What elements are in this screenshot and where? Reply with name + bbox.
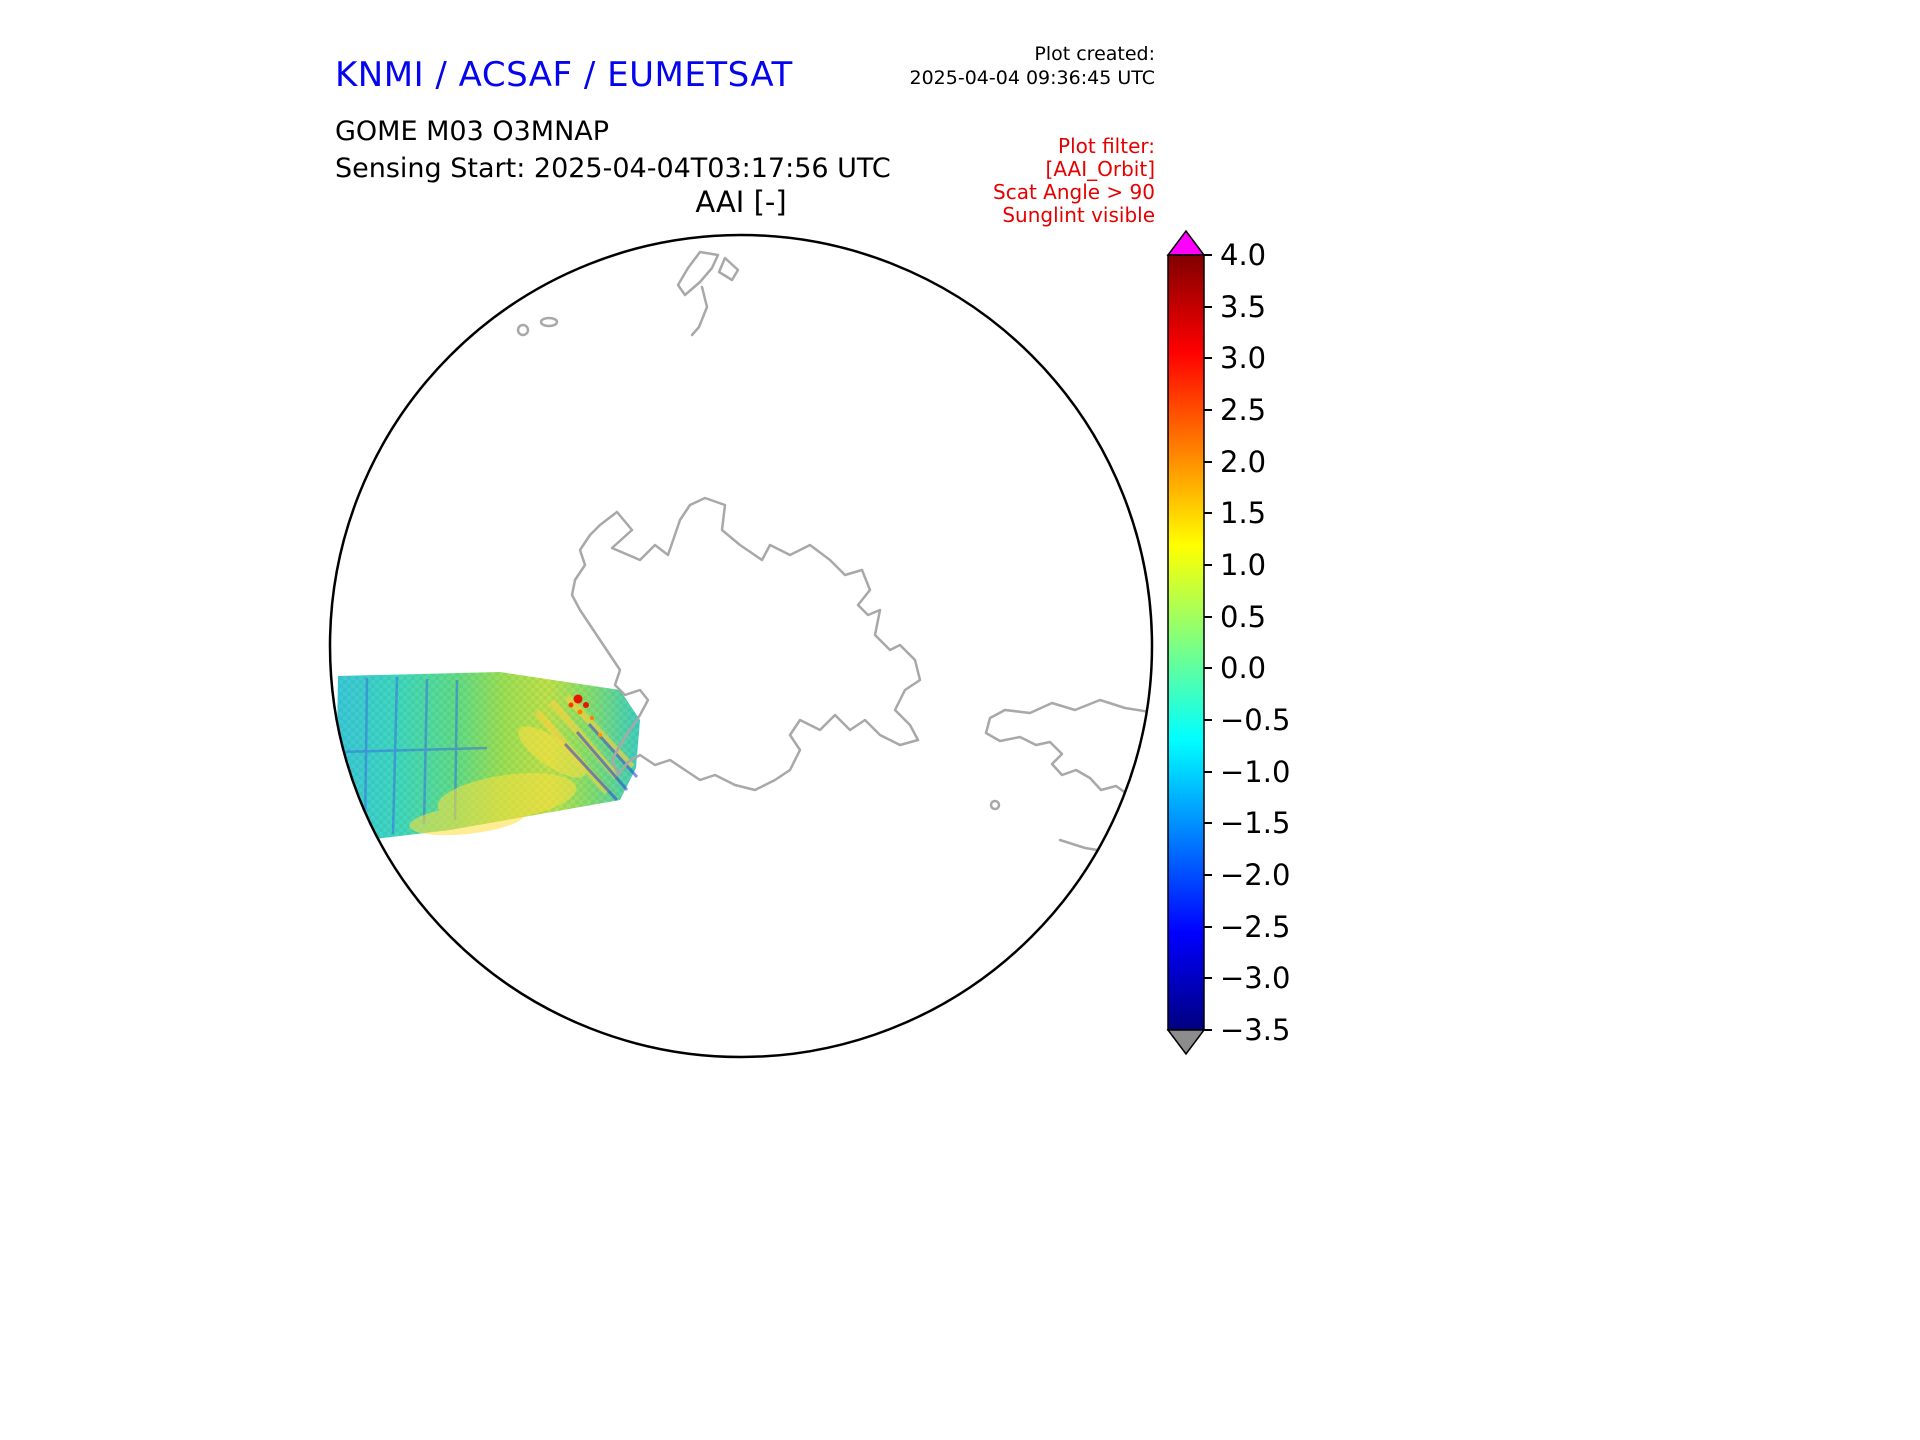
- colorbar-tick-label: −2.0: [1220, 858, 1291, 892]
- colorbar-tick-label: 4.0: [1220, 238, 1267, 272]
- colorbar-tick-label: 3.0: [1220, 341, 1267, 375]
- plot-created-label: Plot created:: [1034, 43, 1155, 65]
- colorbar-tick-label: 0.5: [1220, 600, 1267, 634]
- island-outline: [989, 799, 1001, 811]
- product-title: GOME M03 O3MNAP: [335, 116, 610, 147]
- colorbar-tick-label: 3.5: [1220, 290, 1267, 324]
- swath-dark-blue-streaks: [563, 722, 639, 802]
- colorbar-tick-label: 2.0: [1220, 445, 1267, 479]
- colorbar-tick-label: 1.0: [1220, 548, 1267, 582]
- globe-outline: [328, 233, 1154, 1059]
- colorbar-tick-label: −3.0: [1220, 961, 1291, 995]
- swath-red-hotspots: [568, 694, 602, 737]
- colorbar-tick-label: −1.5: [1220, 806, 1291, 840]
- plot-created-timestamp: 2025-04-04 09:36:45 UTC: [909, 67, 1156, 89]
- south-america-coastline: [984, 698, 1151, 802]
- map-globe: [328, 233, 1154, 1059]
- new-zealand-north-island: [717, 256, 740, 282]
- antarctica-coastline: [570, 496, 922, 792]
- plot-created-block: Plot created: 2025-04-04 09:36:45 UTC: [910, 42, 1156, 90]
- colorbar-tick-marks: [1204, 254, 1212, 1031]
- new-zealand-tail: [690, 285, 709, 337]
- small-island: [539, 316, 559, 328]
- colorbar-tick-label: −0.5: [1220, 703, 1291, 737]
- colorbar-over-triangle: [1166, 229, 1206, 256]
- plot-filter-block: Plot filter: [AAI_Orbit] Scat Angle > 90…: [993, 135, 1155, 227]
- small-island: [516, 323, 530, 337]
- colorbar-tick-label: 0.0: [1220, 651, 1267, 685]
- colorbar-tick-label: −1.0: [1220, 755, 1291, 789]
- map-title: AAI [-]: [695, 185, 787, 219]
- south-atlantic-coastline: [1058, 838, 1151, 870]
- colorbar-tick-label: 2.5: [1220, 393, 1267, 427]
- colorbar-tick-label: −2.5: [1220, 910, 1291, 944]
- plot-filter-line: Scat Angle > 90: [993, 180, 1155, 204]
- colorbar: [1166, 229, 1212, 1056]
- colorbar-gradient: [1167, 254, 1205, 1031]
- colorbar-under-triangle: [1166, 1029, 1206, 1056]
- sensing-start: Sensing Start: 2025-04-04T03:17:56 UTC: [335, 153, 891, 184]
- swath-yellow-patches: [409, 726, 586, 836]
- plot-filter-line: Plot filter:: [1058, 134, 1155, 158]
- aai-swath: [336, 672, 640, 842]
- agency-title: KNMI / ACSAF / EUMETSAT: [335, 55, 793, 95]
- colorbar-tick-label: 1.5: [1220, 496, 1267, 530]
- plot-filter-line: [AAI_Orbit]: [1045, 157, 1155, 181]
- swath-blue-streaks: [338, 676, 488, 835]
- colorbar-tick-label: −3.5: [1220, 1013, 1291, 1047]
- new-zealand-coastline: [676, 250, 720, 297]
- plot-filter-line: Sunglint visible: [1002, 203, 1155, 227]
